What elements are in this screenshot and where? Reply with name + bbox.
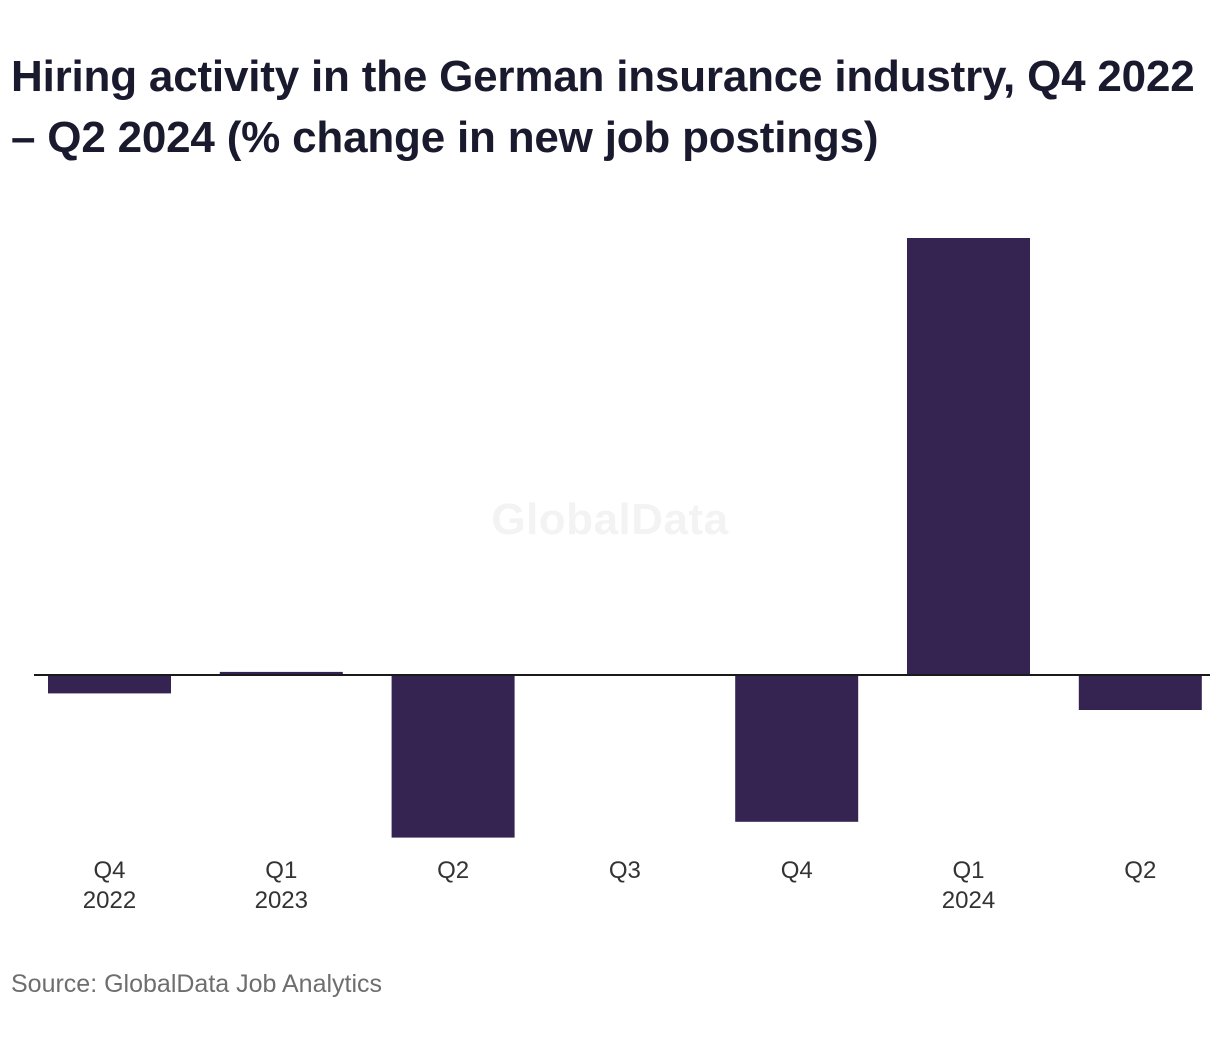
tick-label-quarter: Q2: [1124, 857, 1156, 884]
x-tick-labels: Q4 2022 Q1 2023 Q2 Q3 Q4 Q1 2024 Q2: [83, 857, 1157, 914]
tick-label-year: 2024: [942, 887, 995, 914]
tick-label-quarter: Q4: [781, 857, 813, 884]
bar-5: [907, 238, 1030, 675]
watermark-logo: GlobalData: [491, 495, 729, 544]
tick-label-quarter: Q1: [952, 857, 984, 884]
tick-label-quarter: Q4: [93, 857, 125, 884]
tick-label-quarter: Q1: [265, 857, 297, 884]
tick-label-year: 2022: [83, 887, 136, 914]
tick-label-year: 2023: [255, 887, 308, 914]
bar-2: [391, 675, 515, 838]
tick-label-quarter: Q3: [609, 857, 641, 884]
tick-label-quarter: Q2: [437, 857, 469, 884]
chart-title: Hiring activity in the German insurance …: [11, 52, 1195, 162]
bar-1: [219, 671, 343, 675]
bar-4: [735, 675, 859, 822]
bar-6: [1078, 675, 1202, 710]
bar-0: [48, 675, 171, 694]
bars-group: [48, 238, 1202, 838]
source-note: Source: GlobalData Job Analytics: [11, 970, 383, 998]
